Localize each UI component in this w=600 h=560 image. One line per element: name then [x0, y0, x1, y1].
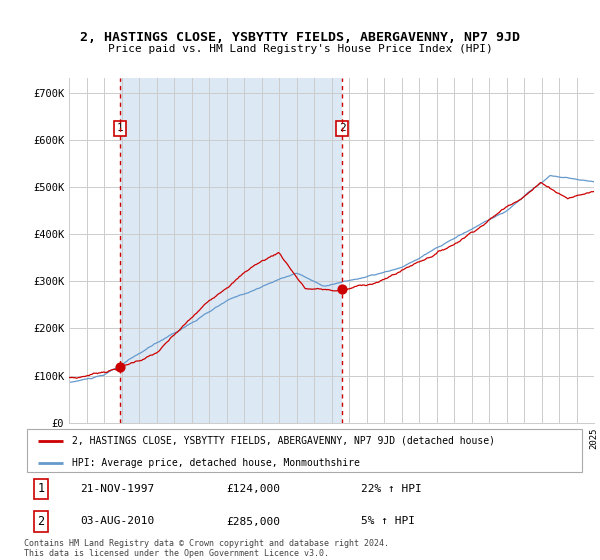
Point — [115, 362, 125, 371]
Text: 03-AUG-2010: 03-AUG-2010 — [80, 516, 154, 526]
Text: £285,000: £285,000 — [226, 516, 280, 526]
Text: 21-NOV-1997: 21-NOV-1997 — [80, 484, 154, 494]
Text: Price paid vs. HM Land Registry's House Price Index (HPI): Price paid vs. HM Land Registry's House … — [107, 44, 493, 54]
Text: HPI: Average price, detached house, Monmouthshire: HPI: Average price, detached house, Monm… — [71, 458, 359, 468]
Text: 2, HASTINGS CLOSE, YSBYTTY FIELDS, ABERGAVENNY, NP7 9JD: 2, HASTINGS CLOSE, YSBYTTY FIELDS, ABERG… — [80, 31, 520, 44]
Text: 2: 2 — [338, 123, 346, 133]
Text: 2, HASTINGS CLOSE, YSBYTTY FIELDS, ABERGAVENNY, NP7 9JD (detached house): 2, HASTINGS CLOSE, YSBYTTY FIELDS, ABERG… — [71, 436, 494, 446]
Text: Contains HM Land Registry data © Crown copyright and database right 2024.: Contains HM Land Registry data © Crown c… — [24, 539, 389, 548]
FancyBboxPatch shape — [27, 430, 581, 472]
Text: £124,000: £124,000 — [226, 484, 280, 494]
Text: 2: 2 — [37, 515, 44, 528]
Text: 1: 1 — [37, 482, 44, 495]
Text: This data is licensed under the Open Government Licence v3.0.: This data is licensed under the Open Gov… — [24, 549, 329, 558]
Text: 5% ↑ HPI: 5% ↑ HPI — [361, 516, 415, 526]
Text: 22% ↑ HPI: 22% ↑ HPI — [361, 484, 421, 494]
Bar — [120, 78, 342, 423]
Text: 1: 1 — [116, 123, 123, 133]
Point — [337, 284, 347, 293]
